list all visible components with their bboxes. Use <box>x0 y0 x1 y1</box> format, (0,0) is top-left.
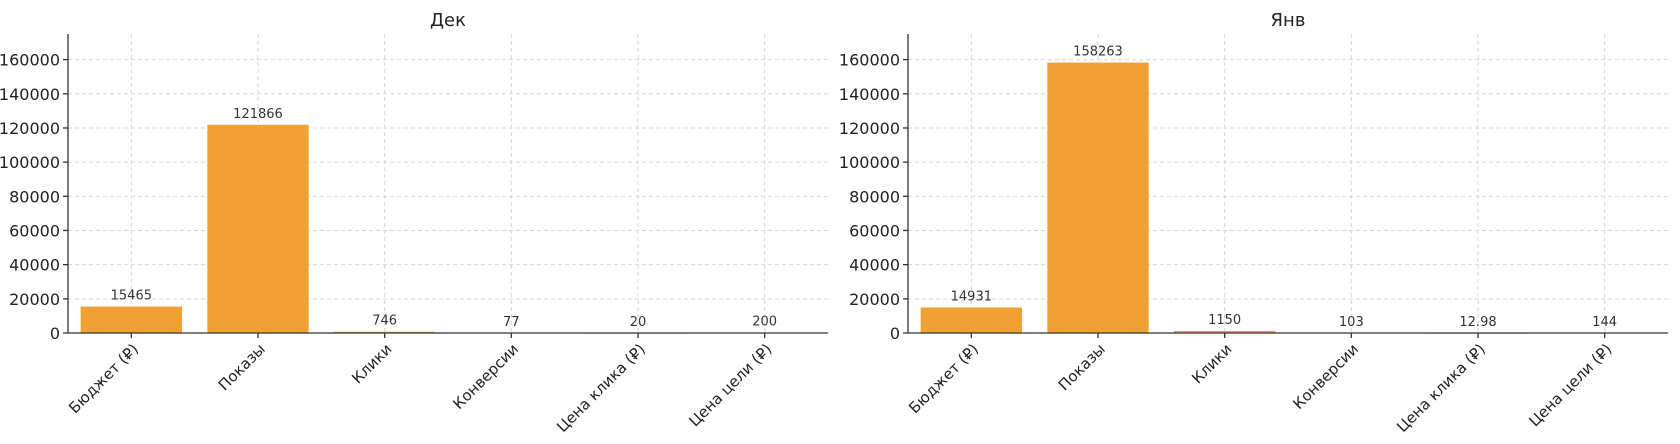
x-tick-label: Клики <box>1188 340 1235 387</box>
y-tick-label: 20000 <box>849 290 900 309</box>
data-label: 200 <box>752 315 777 330</box>
x-tick-label: Цена цели (₽) <box>685 340 775 430</box>
chart-jan: Янв 14931 158263 1150 103 12.98 144 0 20000 4000… <box>840 10 1668 436</box>
x-ticks: Бюджет (₽) Показы Клики Конверсии Цена клика… <box>65 333 775 436</box>
chart-title: Дек <box>430 10 466 31</box>
bar <box>920 307 1022 333</box>
data-label: 20 <box>630 315 647 330</box>
y-tick-label: 40000 <box>9 256 60 275</box>
x-tick-label: Цена клика (₽) <box>1393 340 1489 436</box>
y-tick-label: 80000 <box>849 187 900 206</box>
data-label: 15465 <box>111 289 152 304</box>
data-label: 103 <box>1339 315 1364 330</box>
data-label: 158263 <box>1073 45 1123 60</box>
y-tick-label: 160000 <box>0 51 60 70</box>
y-tick-label: 0 <box>50 324 60 343</box>
gridlines <box>68 34 828 333</box>
data-label: 144 <box>1592 315 1617 330</box>
bar <box>207 124 309 333</box>
y-tick-label: 140000 <box>0 85 60 104</box>
gridlines <box>908 34 1668 333</box>
y-tick-label: 120000 <box>0 119 60 138</box>
y-ticks: 0 20000 40000 60000 80000 100000 120000 140000 1… <box>0 51 68 343</box>
y-tick-label: 20000 <box>9 290 60 309</box>
bars: 14931 158263 1150 103 12.98 144 <box>920 45 1656 334</box>
bar <box>1047 62 1149 333</box>
y-tick-label: 140000 <box>840 85 900 104</box>
x-tick-label: Конверсии <box>1289 340 1362 413</box>
chart-dec: Дек 15465 121866 746 77 20 200 0 20000 40000 6000… <box>0 10 828 436</box>
x-tick-label: Конверсии <box>449 340 522 413</box>
y-tick-label: 0 <box>890 324 900 343</box>
chart-title: Янв <box>1271 10 1306 31</box>
data-label: 1150 <box>1208 313 1241 328</box>
y-tick-label: 60000 <box>9 221 60 240</box>
data-label: 14931 <box>951 289 992 304</box>
x-tick-label: Показы <box>1055 340 1109 394</box>
data-label: 12.98 <box>1459 315 1496 330</box>
y-tick-label: 80000 <box>9 187 60 206</box>
bar <box>1174 331 1276 333</box>
x-tick-label: Бюджет (₽) <box>905 340 982 417</box>
y-tick-label: 60000 <box>849 221 900 240</box>
y-tick-label: 160000 <box>840 51 900 70</box>
x-ticks: Бюджет (₽) Показы Клики Конверсии Цена клика… <box>905 333 1615 436</box>
x-tick-label: Клики <box>348 340 395 387</box>
y-tick-label: 120000 <box>840 119 900 138</box>
data-label: 746 <box>372 314 397 329</box>
x-tick-label: Цена цели (₽) <box>1525 340 1615 430</box>
bar <box>80 306 182 333</box>
y-ticks: 0 20000 40000 60000 80000 100000 120000 140000 1… <box>840 51 908 343</box>
data-label: 121866 <box>233 107 283 122</box>
y-tick-label: 100000 <box>0 153 60 172</box>
y-tick-label: 40000 <box>849 256 900 275</box>
x-tick-label: Цена клика (₽) <box>553 340 649 436</box>
bars: 15465 121866 746 77 20 200 <box>80 107 816 334</box>
x-tick-label: Показы <box>215 340 269 394</box>
y-tick-label: 100000 <box>840 153 900 172</box>
data-label: 77 <box>503 315 520 330</box>
x-tick-label: Бюджет (₽) <box>65 340 142 417</box>
